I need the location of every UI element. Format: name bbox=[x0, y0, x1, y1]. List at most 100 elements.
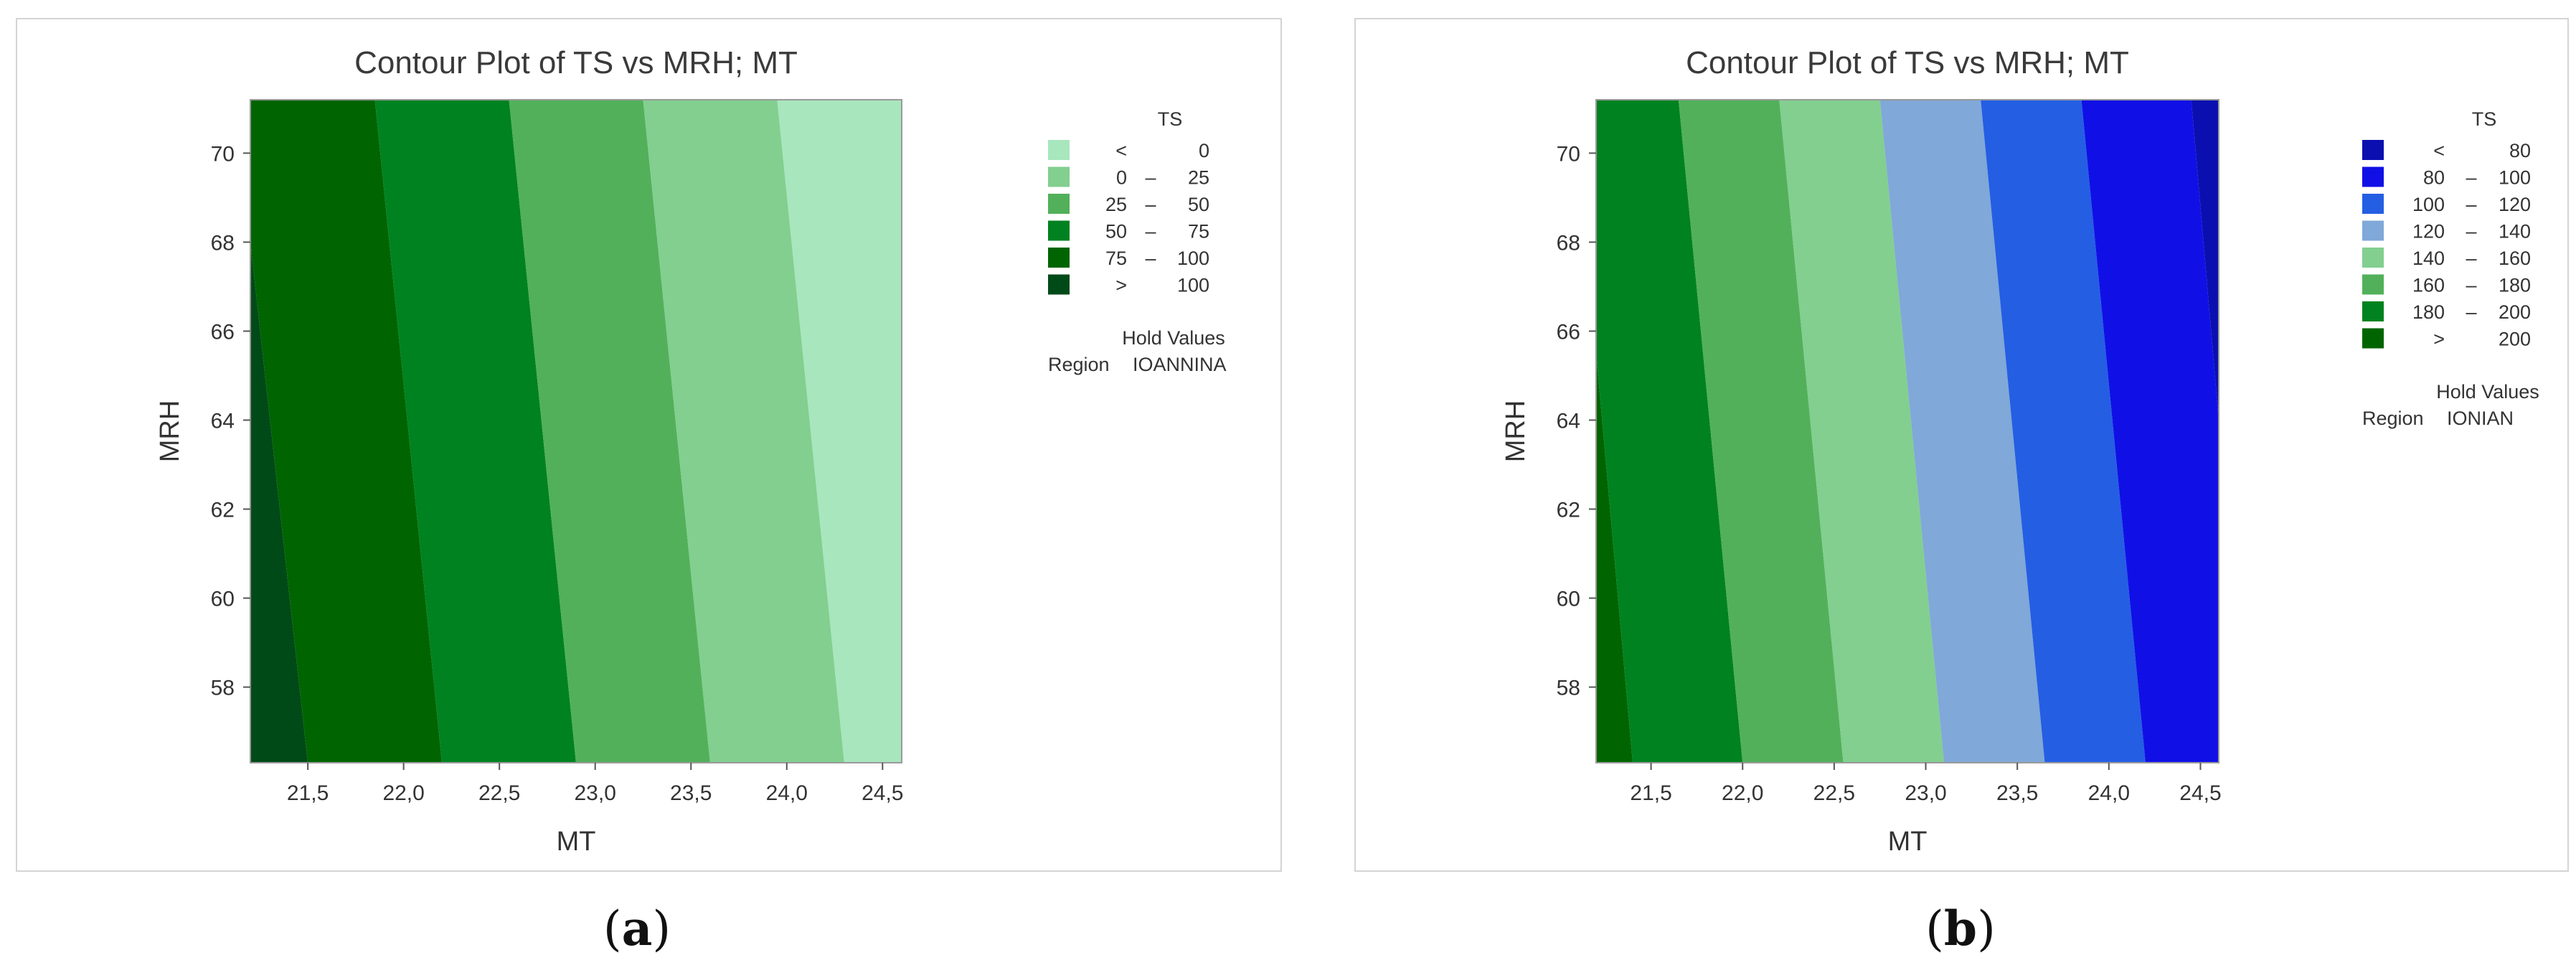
chart-b-legend-title: TS bbox=[2472, 108, 2497, 130]
chart-b-legend-swatch-6 bbox=[2362, 301, 2384, 321]
chart-b-legend-swatch-4 bbox=[2362, 248, 2384, 268]
caption-a-letter: a bbox=[621, 901, 653, 956]
chart-b-legend-swatch-7 bbox=[2362, 328, 2384, 349]
chart-b-legend-label-dash-5: – bbox=[2466, 275, 2476, 296]
chart-b-legend: TS< 8080–100100–120120–140140–160160–1801… bbox=[2362, 108, 2539, 429]
chart-a-y-tick-label-4: 66 bbox=[211, 320, 235, 344]
chart-b-x-tick-label-3: 23,0 bbox=[1905, 781, 1946, 805]
chart-b-legend-label-low-7: > bbox=[2433, 329, 2445, 350]
chart-b-legend-label-low-6: 180 bbox=[2412, 301, 2445, 323]
contour-chart-a: Contour Plot of TS vs MRH; MT 21,5 22,0 22,… bbox=[155, 45, 1227, 857]
chart-a-x-tick-label-3: 23,0 bbox=[575, 781, 616, 805]
chart-a-x-tick-label-1: 22,0 bbox=[382, 781, 424, 805]
chart-a-x-axis-label: MT bbox=[557, 827, 596, 857]
chart-a-legend-swatch-1 bbox=[1048, 166, 1070, 187]
chart-b-x-tick-label-1: 22,0 bbox=[1722, 781, 1763, 805]
chart-b-hold-values-title: Hold Values bbox=[2436, 381, 2539, 403]
chart-b-x-tick-label-4: 23,5 bbox=[1996, 781, 2038, 805]
caption-a: (a) bbox=[603, 901, 671, 956]
chart-b-legend-label-high-7: 200 bbox=[2499, 329, 2531, 350]
chart-b-band-2 bbox=[1981, 100, 2146, 763]
chart-b-legend-label-dash-1: – bbox=[2466, 167, 2476, 189]
chart-b-legend-swatch-1 bbox=[2362, 166, 2384, 187]
chart-a-legend-swatch-2 bbox=[1048, 194, 1070, 214]
chart-b-x-tick-label-2: 22,5 bbox=[1813, 781, 1855, 805]
chart-a-legend-label-dash-1: – bbox=[1145, 167, 1156, 189]
chart-a-y-tick-label-2: 62 bbox=[211, 499, 235, 522]
chart-a-legend-label-high-5: 100 bbox=[1177, 275, 1209, 296]
chart-a-x-tick-label-2: 22,5 bbox=[478, 781, 520, 805]
chart-a-x-tick-label-5: 24,0 bbox=[766, 781, 808, 805]
chart-a-hold-values-title: Hold Values bbox=[1122, 327, 1225, 349]
chart-b-y-tick-label-5: 68 bbox=[1557, 231, 1580, 255]
chart-b-legend-swatch-0 bbox=[2362, 140, 2384, 160]
chart-b-band-0 bbox=[2191, 100, 2219, 420]
chart-b-x-tick-label-0: 21,5 bbox=[1630, 781, 1671, 805]
chart-a-x-tick-label-6: 24,5 bbox=[862, 781, 903, 805]
chart-a-legend-label-dash-2: – bbox=[1145, 194, 1156, 215]
contour-panel-b: Contour Plot of TS vs MRH; MT 21,5 22,0 22,… bbox=[1354, 18, 2569, 872]
chart-b-x-tick-label-5: 24,0 bbox=[2088, 781, 2130, 805]
chart-a-legend-swatch-0 bbox=[1048, 140, 1070, 160]
chart-a-legend-label-low-4: 75 bbox=[1105, 248, 1127, 269]
chart-b-band-4 bbox=[1779, 100, 1945, 763]
chart-a-legend-label-low-1: 0 bbox=[1116, 167, 1127, 189]
chart-b-band-6 bbox=[1596, 100, 1743, 763]
chart-a-y-axis-label: MRH bbox=[155, 400, 185, 463]
chart-b-legend-label-low-1: 80 bbox=[2423, 167, 2445, 189]
chart-a-legend-label-high-2: 50 bbox=[1188, 194, 1209, 215]
chart-a-band-1 bbox=[643, 100, 844, 763]
chart-a-legend-label-dash-3: – bbox=[1145, 221, 1156, 243]
chart-b-band-3 bbox=[1879, 100, 2045, 763]
chart-b-legend-label-high-2: 120 bbox=[2499, 194, 2531, 215]
chart-b-legend-label-low-3: 120 bbox=[2412, 221, 2445, 243]
contour-chart-b: Contour Plot of TS vs MRH; MT 21,5 22,0 22,… bbox=[1501, 45, 2539, 857]
chart-b-band-5 bbox=[1678, 100, 1844, 763]
chart-a-y-tick-label-6: 70 bbox=[211, 142, 235, 166]
chart-b-y-tick-label-2: 62 bbox=[1557, 499, 1580, 522]
chart-a-y-tick-label-0: 58 bbox=[211, 677, 235, 700]
chart-b-legend-label-dash-3: – bbox=[2466, 221, 2476, 243]
chart-a-bands bbox=[250, 100, 902, 763]
chart-b-plot-frame bbox=[1595, 99, 2219, 763]
chart-b-legend-label-low-2: 100 bbox=[2412, 194, 2445, 215]
chart-b-chart-title: Contour Plot of TS vs MRH; MT bbox=[1686, 45, 2129, 80]
contour-panel-a: Contour Plot of TS vs MRH; MT 21,5 22,0 22,… bbox=[16, 18, 1282, 872]
chart-a-legend-label-high-3: 75 bbox=[1188, 221, 1209, 243]
chart-a-legend-label-low-3: 50 bbox=[1105, 221, 1127, 243]
chart-a-legend-label-low-0: < bbox=[1115, 140, 1127, 161]
chart-b-band-1 bbox=[2081, 100, 2219, 763]
chart-a-hold-label: Region bbox=[1048, 354, 1110, 375]
chart-b-legend-label-high-0: 80 bbox=[2509, 140, 2531, 161]
chart-a-plot-frame bbox=[250, 99, 902, 763]
chart-b-legend-swatch-3 bbox=[2362, 220, 2384, 241]
caption-b: (b) bbox=[1925, 901, 1996, 956]
chart-a-legend-label-high-1: 25 bbox=[1188, 167, 1209, 189]
chart-b-legend-swatch-5 bbox=[2362, 274, 2384, 295]
chart-a-band-2 bbox=[509, 100, 710, 763]
chart-a-legend-label-low-2: 25 bbox=[1105, 194, 1127, 215]
chart-b-hold-value: IONIAN bbox=[2447, 408, 2514, 429]
chart-a-band-0 bbox=[777, 100, 902, 763]
chart-b-y-tick-label-6: 70 bbox=[1557, 142, 1580, 166]
chart-a-legend-swatch-5 bbox=[1048, 274, 1070, 295]
chart-b-legend-label-high-1: 100 bbox=[2499, 167, 2531, 189]
chart-a-legend-label-low-5: > bbox=[1115, 275, 1127, 296]
caption-b-letter: b bbox=[1943, 901, 1978, 956]
chart-a-y-tick-label-5: 68 bbox=[211, 231, 235, 255]
chart-a-legend-label-high-0: 0 bbox=[1199, 140, 1209, 161]
chart-b-legend-label-high-6: 200 bbox=[2499, 301, 2531, 323]
chart-b-legend-label-high-4: 160 bbox=[2499, 248, 2531, 269]
chart-b-y-tick-label-4: 66 bbox=[1557, 320, 1580, 344]
chart-b-y-tick-label-3: 64 bbox=[1557, 409, 1580, 433]
chart-a-legend-swatch-3 bbox=[1048, 220, 1070, 241]
chart-a-x-tick-label-0: 21,5 bbox=[287, 781, 329, 805]
chart-b-legend-label-low-4: 140 bbox=[2412, 248, 2445, 269]
chart-b-y-tick-label-1: 60 bbox=[1557, 588, 1580, 611]
chart-a-y-tick-label-3: 64 bbox=[211, 409, 235, 433]
chart-a-x-tick-label-4: 23,5 bbox=[670, 781, 712, 805]
chart-a-chart-title: Contour Plot of TS vs MRH; MT bbox=[354, 45, 798, 80]
chart-b-legend-label-high-5: 180 bbox=[2499, 275, 2531, 296]
chart-b-x-tick-label-6: 24,5 bbox=[2179, 781, 2221, 805]
